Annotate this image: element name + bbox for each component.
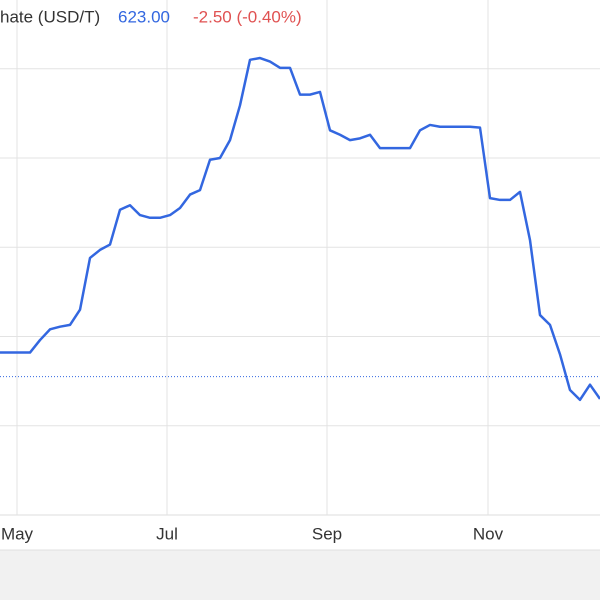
x-tick-label: Jul [156, 524, 178, 543]
last-value: 623.00 [118, 7, 170, 26]
chart-title: hate (USD/T) [0, 7, 100, 26]
x-tick-label: Nov [473, 524, 504, 543]
x-tick-label: Sep [312, 524, 342, 543]
x-tick-label: May [1, 524, 34, 543]
grid [0, 0, 600, 515]
footer-band [0, 550, 600, 600]
plot [0, 56, 600, 402]
price-line [0, 56, 600, 402]
change: -2.50 (-0.40%) [193, 7, 302, 26]
